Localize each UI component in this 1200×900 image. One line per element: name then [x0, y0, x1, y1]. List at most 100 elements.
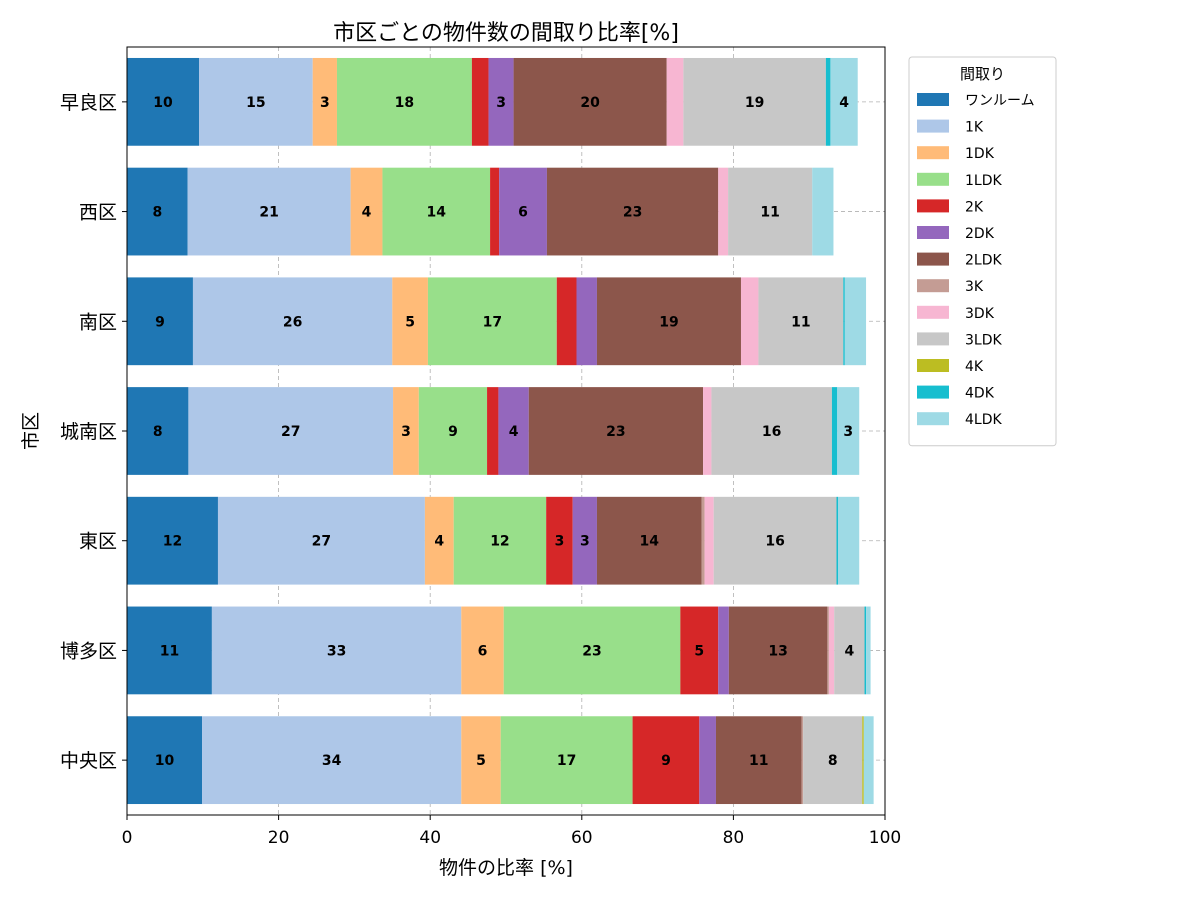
bar-segment [836, 496, 839, 585]
bar-value-label: 34 [322, 753, 342, 769]
bar-segment [718, 606, 729, 695]
legend-swatch [917, 252, 949, 266]
legend-swatch [917, 359, 949, 372]
legend-swatch [917, 279, 949, 293]
bar-segment [758, 277, 844, 366]
bar-value-label: 23 [606, 424, 625, 440]
legend-title: 間取り [960, 65, 1005, 83]
bar-segment [843, 277, 845, 366]
bar-segment [828, 606, 835, 695]
bar-segment [427, 277, 557, 366]
bar-segment [576, 277, 597, 366]
bar-segment [488, 57, 514, 146]
bar-segment [864, 606, 867, 695]
bar-value-label: 16 [762, 424, 781, 440]
bar-value-label: 6 [518, 205, 528, 221]
x-tick-label: 80 [723, 828, 745, 848]
bar-segment [187, 167, 351, 256]
bar-segment [471, 57, 489, 146]
bar-value-label: 11 [749, 753, 768, 769]
legend-swatch [917, 305, 949, 319]
bar-segment [728, 167, 813, 256]
bar-value-label: 4 [434, 534, 444, 550]
bar-segment [546, 496, 573, 585]
bar-value-label: 3 [496, 95, 506, 111]
bar-segment [830, 57, 858, 146]
legend-entry: 3DK [965, 306, 995, 322]
bar-value-label: 10 [153, 95, 173, 111]
bar-value-label: 27 [281, 424, 300, 440]
bar-segment [863, 716, 874, 805]
bar-segment [812, 167, 834, 256]
bar-segment [499, 167, 547, 256]
legend-entry: 3K [965, 279, 984, 295]
bar-value-label: 4 [844, 643, 854, 659]
bar-segment [312, 57, 337, 146]
bar-segment [803, 716, 863, 805]
bar-segment [713, 496, 837, 585]
bar-value-label: 5 [405, 314, 415, 330]
bar-segment [837, 387, 860, 475]
bar-segment [202, 716, 462, 805]
bar-value-label: 4 [509, 424, 519, 440]
x-tick-label: 40 [419, 828, 441, 848]
bar-segment [596, 496, 702, 585]
bar-segment [831, 387, 838, 475]
legend-entry: 2LDK [965, 253, 1002, 269]
bar-segment [211, 606, 462, 695]
bar-value-label: 4 [362, 205, 372, 221]
bar-value-label: 8 [152, 205, 162, 221]
legend-swatch [917, 146, 949, 160]
x-axis-label: 物件の比率 [%] [439, 857, 573, 879]
bar-segment [487, 387, 499, 475]
y-tick-label: 城南区 [60, 421, 117, 443]
legend-entry: 3LDK [965, 332, 1002, 348]
y-tick-label: 早良区 [60, 92, 117, 114]
legend-swatch [917, 93, 949, 106]
legend-entry: 1LDK [965, 173, 1002, 189]
bar-segment [192, 277, 393, 366]
bars [127, 57, 874, 805]
bar-segment [683, 57, 826, 146]
legend-swatch [917, 385, 949, 399]
bar-value-label: 12 [490, 534, 509, 550]
legend-entry: 4K [965, 359, 984, 375]
bar-value-label: 12 [163, 534, 182, 550]
bar-segment [127, 387, 189, 475]
bar-value-label: 20 [580, 95, 600, 111]
bar-value-label: 6 [478, 643, 488, 659]
bar-value-label: 14 [640, 534, 660, 550]
bar-segment [825, 57, 831, 146]
bar-value-label: 23 [582, 643, 601, 659]
bar-segment [461, 716, 501, 805]
bar-segment [127, 277, 193, 366]
bar-segment [127, 496, 218, 585]
bar-segment [127, 57, 200, 146]
y-axis-label: 市区 [20, 412, 42, 450]
bar-value-label: 5 [476, 753, 486, 769]
bar-value-label: 3 [843, 424, 853, 440]
legend-swatch [917, 226, 949, 239]
bar-segment [127, 716, 203, 805]
bar-value-label: 14 [427, 205, 447, 221]
x-axis: 0 20 40 60 80 100 [122, 815, 901, 848]
bar-segment [188, 387, 394, 475]
bar-value-label: 23 [623, 205, 642, 221]
bar-segment [834, 606, 865, 695]
x-tick-label: 20 [268, 828, 290, 848]
bar-value-label: 17 [483, 314, 502, 330]
bar-value-label: 17 [557, 753, 576, 769]
bar-value-label: 4 [839, 95, 849, 111]
bar-segment [844, 277, 867, 366]
bar-segment [838, 496, 860, 585]
bar-segment [498, 387, 529, 475]
bar-segment [866, 606, 871, 695]
bar-segment [701, 496, 705, 585]
bar-value-label: 11 [760, 205, 779, 221]
y-axis: 中央区 博多区 東区 城南区 南区 西区 早良区 [60, 92, 127, 772]
bar-labels: 10 34 5 17 9 11 811 33 6 23 5 13 412 27 4 12 3 3 14 168 27 3 9… [152, 95, 854, 769]
legend-swatch [917, 332, 949, 346]
bar-value-label: 21 [259, 205, 278, 221]
legend-swatch [917, 412, 949, 426]
